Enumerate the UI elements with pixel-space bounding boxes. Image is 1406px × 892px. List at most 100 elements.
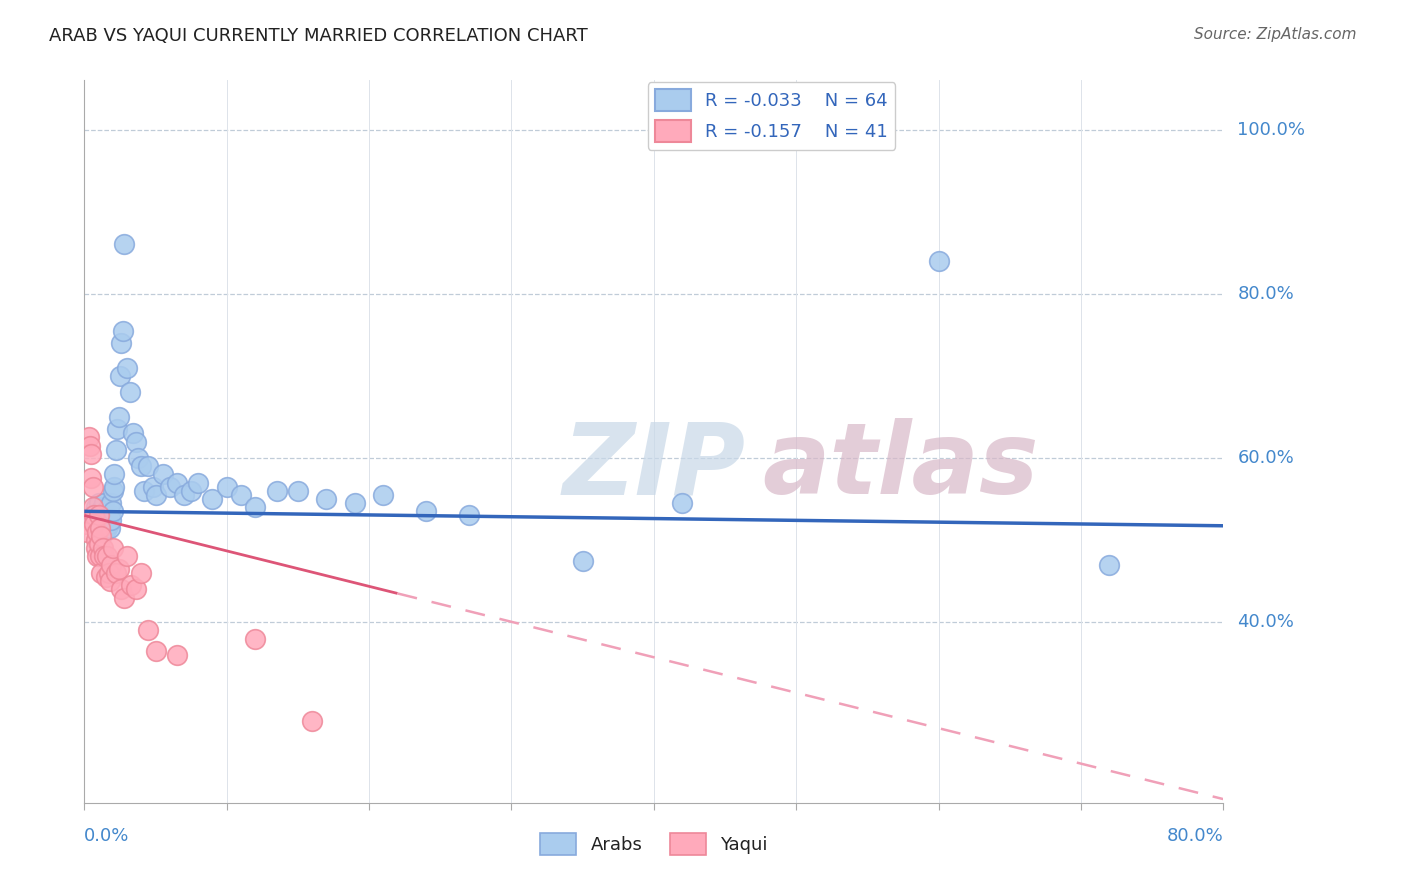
Point (90, 529, 112, 543)
Point (97, 500, 120, 515)
Point (112, 237, 135, 252)
Point (166, 475, 188, 490)
Point (118, 385, 141, 400)
Point (87, 516, 110, 531)
Point (89, 521, 111, 535)
Point (98, 508, 121, 523)
Text: ARAB VS YAQUI CURRENTLY MARRIED CORRELATION CHART: ARAB VS YAQUI CURRENTLY MARRIED CORRELAT… (49, 27, 588, 45)
Point (104, 442, 127, 457)
Point (107, 562, 129, 576)
Point (1098, 558, 1121, 572)
Point (415, 504, 437, 518)
Point (93, 496, 115, 510)
Point (373, 488, 395, 502)
Text: Source: ZipAtlas.com: Source: ZipAtlas.com (1194, 27, 1357, 42)
Point (96, 521, 118, 535)
Point (131, 566, 153, 580)
Point (111, 324, 134, 338)
Point (87, 496, 110, 510)
Point (131, 459, 153, 474)
Point (315, 491, 337, 506)
Point (108, 368, 131, 383)
Point (145, 488, 167, 502)
Point (75, 516, 97, 531)
Point (138, 624, 160, 638)
Point (671, 496, 693, 510)
Point (101, 504, 124, 518)
Point (571, 553, 593, 567)
Point (457, 508, 479, 523)
Point (79, 439, 101, 453)
Text: 0.0%: 0.0% (84, 828, 129, 846)
Point (86, 524, 108, 539)
Point (93, 549, 115, 564)
Text: 80.0%: 80.0% (1237, 285, 1294, 302)
Point (124, 434, 146, 449)
Point (245, 632, 267, 646)
Point (120, 578, 142, 592)
Text: 80.0%: 80.0% (1167, 828, 1223, 846)
Text: 100.0%: 100.0% (1237, 120, 1305, 138)
Point (105, 422, 128, 436)
Point (98, 574, 121, 588)
Point (83, 508, 105, 523)
Point (86, 524, 108, 539)
Point (90, 508, 112, 523)
Point (97, 566, 120, 580)
Point (101, 541, 124, 556)
Point (86, 549, 108, 564)
Point (138, 459, 160, 474)
Point (159, 480, 181, 494)
Point (98, 521, 121, 535)
Point (229, 488, 252, 502)
Point (89, 521, 111, 535)
Point (91, 500, 114, 515)
Point (166, 648, 188, 662)
Point (104, 566, 127, 580)
Point (76, 524, 98, 539)
Point (82, 508, 104, 523)
Point (90, 566, 112, 580)
Point (94, 504, 117, 518)
Legend: Arabs, Yaqui: Arabs, Yaqui (533, 826, 775, 863)
Point (287, 483, 309, 498)
Point (100, 496, 122, 510)
Point (103, 467, 125, 482)
Text: 40.0%: 40.0% (1237, 613, 1295, 632)
Point (91, 541, 114, 556)
Point (110, 582, 132, 597)
Point (87, 537, 110, 551)
Point (96, 549, 118, 564)
Point (103, 480, 125, 494)
Point (93, 524, 115, 539)
Point (301, 714, 323, 728)
Point (187, 475, 209, 490)
Point (80, 447, 103, 461)
Point (115, 360, 138, 375)
Point (152, 467, 174, 482)
Point (96, 508, 118, 523)
Point (107, 409, 129, 424)
Point (343, 496, 366, 510)
Point (142, 480, 165, 494)
Text: atlas: atlas (762, 418, 1039, 516)
Point (84, 500, 107, 515)
Point (121, 426, 143, 441)
Point (77, 430, 100, 444)
Point (83, 516, 105, 531)
Point (87, 508, 110, 523)
Point (266, 483, 288, 498)
Point (245, 500, 267, 515)
Point (89, 549, 111, 564)
Point (82, 500, 104, 515)
Point (201, 491, 224, 506)
Point (173, 488, 195, 502)
Point (110, 336, 132, 351)
Point (100, 558, 122, 572)
Point (84, 533, 107, 547)
Point (80, 471, 103, 485)
Point (127, 450, 149, 465)
Point (101, 483, 124, 498)
Point (134, 483, 156, 498)
Point (100, 512, 122, 526)
